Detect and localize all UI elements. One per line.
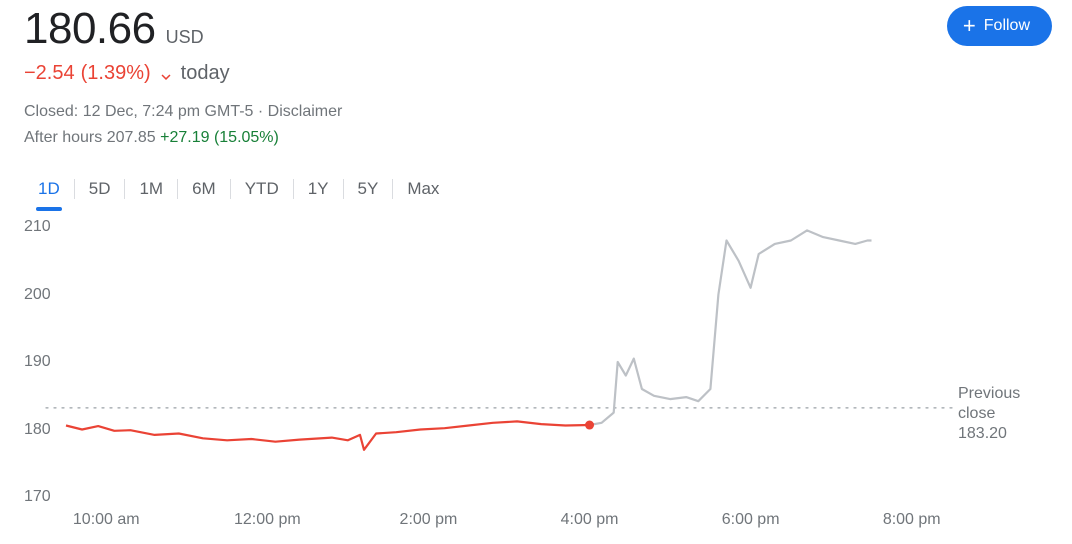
tab-1m[interactable]: 1M (125, 169, 177, 209)
range-tabs: 1D5D1M6MYTD1Y5YMax (24, 169, 1052, 209)
price-line: 180.66 USD (24, 4, 342, 54)
meta-lines: Closed: 12 Dec, 7:24 pm GMT-5 · Disclaim… (24, 99, 342, 151)
follow-button[interactable]: + Follow (947, 6, 1052, 46)
currency-label: USD (166, 27, 204, 48)
price-block: 180.66 USD −2.54 (1.39%) today Closed: 1… (24, 4, 342, 151)
x-tick-label: 2:00 pm (400, 511, 458, 529)
y-tick-label: 170 (24, 488, 51, 506)
y-tick-label: 200 (24, 286, 51, 304)
market-status: Closed: 12 Dec, 7:24 pm GMT-5 · Disclaim… (24, 99, 342, 125)
tab-6m[interactable]: 6M (178, 169, 230, 209)
tab-1d[interactable]: 1D (24, 169, 74, 209)
price-value: 180.66 (24, 4, 156, 54)
after-hours-prefix: After hours (24, 129, 102, 146)
change-abs: −2.54 (24, 62, 75, 85)
previous-close-label: Previousclose183.20 (958, 384, 1048, 444)
x-tick-label: 4:00 pm (561, 511, 619, 529)
after-hours-line: After hours 207.85 +27.19 (15.05%) (24, 125, 342, 151)
tab-1y[interactable]: 1Y (294, 169, 343, 209)
arrow-down-icon (157, 65, 175, 83)
change-line: −2.54 (1.39%) today (24, 62, 342, 85)
y-tick-label: 180 (24, 421, 51, 439)
after-hours-change: +27.19 (15.05%) (160, 129, 279, 146)
series-after-hours (590, 230, 872, 425)
x-tick-label: 12:00 pm (234, 511, 301, 529)
series-regular (66, 421, 590, 449)
y-tick-label: 190 (24, 353, 51, 371)
tab-ytd[interactable]: YTD (231, 169, 293, 209)
x-tick-label: 10:00 am (73, 511, 140, 529)
change-period: today (181, 62, 230, 85)
plus-icon: + (963, 15, 976, 37)
price-chart[interactable]: 170 180 190 200 210 10:00 am 12:00 pm 2:00 pm 4:… (24, 219, 1052, 529)
x-tick-label: 6:00 pm (722, 511, 780, 529)
chart-svg (24, 219, 1052, 529)
tab-max[interactable]: Max (393, 169, 453, 209)
x-tick-label: 8:00 pm (883, 511, 941, 529)
follow-label: Follow (984, 17, 1030, 35)
change-pct: (1.39%) (81, 62, 151, 85)
after-hours-price: 207.85 (107, 129, 156, 146)
tab-5d[interactable]: 5D (75, 169, 125, 209)
y-tick-label: 210 (24, 218, 51, 236)
last-price-dot (585, 421, 594, 430)
tab-5y[interactable]: 5Y (344, 169, 393, 209)
